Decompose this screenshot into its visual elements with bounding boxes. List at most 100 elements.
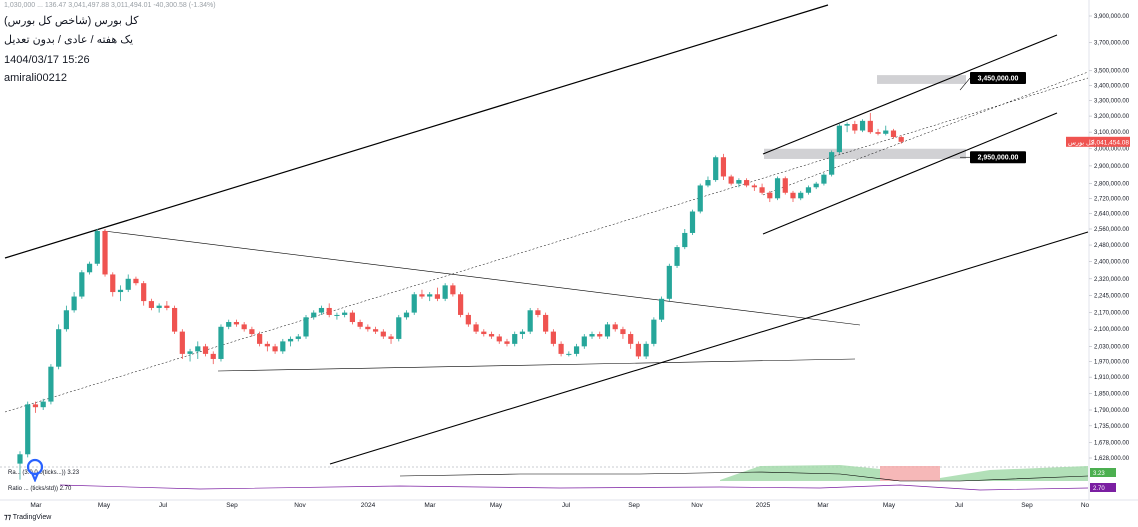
candle (117, 285, 124, 302)
candle-body (419, 294, 425, 297)
price-tick-label: 3,900,000.00 (1094, 14, 1130, 20)
price-tick-label: 3,300,000.00 (1094, 99, 1130, 105)
candle-body (658, 298, 665, 320)
candle-body (380, 331, 386, 337)
tradingview-icon[interactable] (24, 458, 46, 482)
candle (620, 326, 626, 339)
candle (411, 292, 417, 315)
candle (488, 331, 495, 339)
candle-body (821, 174, 827, 184)
candle-body (666, 265, 672, 299)
candle-body (334, 314, 340, 316)
candle (280, 338, 286, 354)
candle (110, 272, 116, 297)
time-tick-label: Jul (955, 502, 964, 509)
price-tick-label: 2,245,000.00 (1094, 293, 1130, 299)
candle-body (767, 192, 773, 199)
candle (805, 185, 812, 195)
candle-body (210, 353, 216, 359)
candle-body (836, 125, 842, 153)
candle (241, 322, 247, 332)
candle-body (728, 176, 734, 184)
candle (535, 307, 541, 318)
candle (682, 228, 688, 250)
candle-body (79, 272, 85, 297)
candle (612, 322, 618, 332)
indicator-1-value: 3.23 (1093, 471, 1105, 477)
candle-body (148, 301, 155, 308)
candle (179, 329, 185, 359)
time-tick-label: Jul (562, 502, 571, 509)
candle-body (94, 230, 100, 264)
candle (195, 341, 201, 359)
candle-body (720, 157, 727, 177)
candle (550, 329, 556, 347)
price-tick-label: 1,910,000.00 (1094, 375, 1130, 381)
indicator-line-purple (59, 484, 1089, 491)
candle-body (566, 353, 572, 355)
candle (388, 334, 394, 344)
candle (326, 303, 332, 318)
price-tick-label: 3,200,000.00 (1094, 114, 1130, 120)
candle (519, 329, 526, 339)
price-tick-label: 2,720,000.00 (1094, 196, 1130, 202)
candle (898, 135, 904, 144)
candle-body (713, 157, 719, 181)
annotation-tag-label: 3,450,000.00 (978, 76, 1019, 83)
candle (32, 401, 39, 413)
candle (442, 283, 448, 302)
candle-body (365, 326, 371, 330)
candle (666, 263, 672, 302)
candle-body (844, 124, 850, 126)
horizontal-support-line (217, 358, 856, 372)
candle-body (581, 336, 587, 347)
time-tick-label: Mar (30, 502, 42, 509)
candle (604, 322, 611, 339)
candle (63, 305, 69, 332)
candle-body (326, 307, 332, 315)
time-tick-label: Mar (817, 502, 829, 509)
candle-body (705, 180, 711, 186)
candle (836, 124, 842, 154)
candle-body (465, 314, 471, 325)
candle-body (782, 178, 788, 193)
upper-channel-line (4, 4, 829, 259)
indicator-2-name: Ratio ... (ticks/std)) 2.70 (8, 486, 72, 492)
candle-body (110, 274, 116, 293)
price-tick-label: 2,320,000.00 (1094, 277, 1130, 283)
candle-body (774, 178, 781, 199)
candle (365, 324, 371, 332)
candle-body (71, 296, 77, 311)
candle (581, 334, 587, 349)
candle-body (852, 124, 858, 131)
price-tick-label: 3,100,000.00 (1094, 130, 1130, 136)
candle-body (17, 454, 23, 464)
candle (859, 119, 866, 133)
candle (543, 312, 549, 335)
candle-body (829, 152, 835, 175)
price-tick-label: 2,400,000.00 (1094, 260, 1130, 266)
candle (40, 398, 46, 411)
candle (233, 319, 240, 327)
candle-body (519, 331, 526, 335)
candle (125, 274, 131, 293)
candle-body (195, 346, 201, 352)
candle (728, 174, 734, 186)
candle (875, 128, 881, 136)
price-tick-label: 3,500,000.00 (1094, 69, 1130, 75)
candle-body (164, 305, 170, 308)
candle (883, 125, 889, 136)
candle (512, 331, 518, 347)
time-tick-label: Sep (1021, 502, 1033, 509)
candle-body (898, 137, 904, 142)
candle (751, 183, 757, 191)
candle-body (597, 334, 603, 337)
candle-body (558, 343, 564, 354)
candle-body (813, 183, 819, 188)
time-tick-label: Jul (159, 502, 168, 509)
price-tick-label: 1,790,000.00 (1094, 408, 1130, 414)
candle (403, 310, 410, 320)
time-tick-label: No (1081, 502, 1090, 509)
